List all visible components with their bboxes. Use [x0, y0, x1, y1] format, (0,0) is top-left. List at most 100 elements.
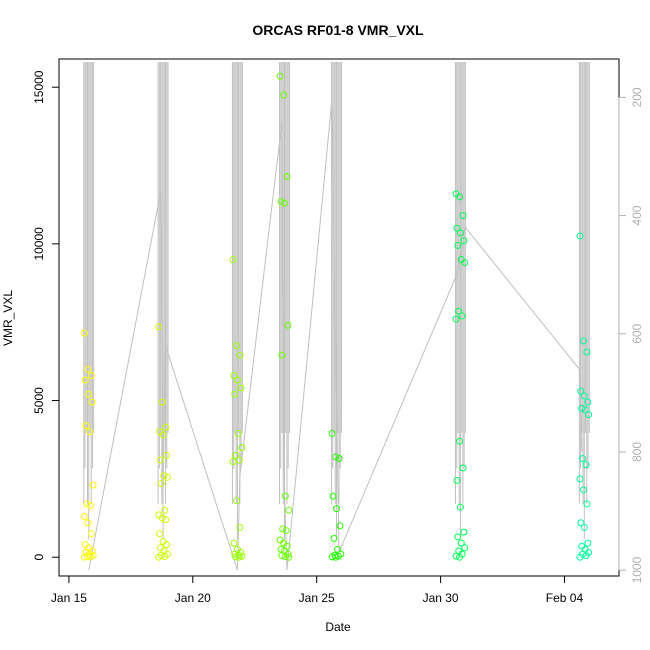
data-point	[583, 500, 591, 508]
data-point	[157, 480, 165, 488]
data-point	[155, 323, 163, 331]
right-tick-label: 400	[630, 205, 644, 225]
data-point	[280, 199, 288, 207]
data-point	[458, 312, 466, 320]
data-point	[230, 539, 238, 547]
data-point	[284, 321, 292, 329]
x-tick-label: Jan 20	[175, 591, 211, 605]
data-point	[456, 229, 464, 237]
data-point	[85, 390, 93, 398]
y-tick-label: 0	[32, 554, 46, 561]
pressure-profile-rf01	[83, 61, 95, 540]
data-point	[457, 539, 465, 547]
data-point	[460, 237, 468, 245]
data-point	[278, 351, 286, 359]
data-point	[580, 392, 588, 400]
data-point	[335, 455, 343, 462]
x-tick-label: Jan 30	[423, 591, 459, 605]
data-point	[80, 329, 88, 337]
data-point	[283, 173, 291, 180]
data-point	[88, 398, 96, 406]
data-point	[86, 428, 94, 436]
right-tick-label: 200	[630, 87, 644, 107]
data-point	[160, 472, 168, 480]
data-point	[452, 552, 460, 560]
data-point	[234, 429, 242, 437]
data-point	[461, 544, 469, 552]
data-point	[238, 444, 246, 452]
data-point	[276, 72, 284, 80]
data-point	[579, 486, 587, 494]
data-point	[584, 398, 592, 406]
data-point	[579, 455, 587, 462]
data-point	[229, 458, 237, 466]
data-point	[280, 91, 288, 99]
data-point	[328, 429, 336, 437]
data-point	[162, 423, 170, 431]
data-point	[233, 376, 241, 384]
data-point	[232, 553, 240, 561]
data-point	[452, 315, 460, 323]
data-point	[459, 464, 467, 472]
data-point	[163, 451, 171, 459]
x-tick-label: Jan 15	[51, 591, 87, 605]
data-point	[156, 530, 164, 538]
data-point	[328, 553, 336, 561]
data-point	[86, 502, 94, 509]
data-point	[578, 404, 586, 412]
data-point	[333, 545, 341, 553]
data-points-layer	[80, 72, 593, 561]
y-axis: 0 5000 10000 15000	[32, 70, 60, 561]
data-point	[336, 522, 344, 530]
data-point	[332, 453, 340, 461]
data-point	[83, 500, 91, 508]
data-point	[282, 527, 290, 535]
chart-title: ORCAS RF01-8 VMR_VXL	[252, 22, 424, 38]
x-tick-label: Feb 04	[546, 591, 584, 605]
pressure-profile-rf03	[231, 61, 243, 540]
data-point	[453, 476, 461, 484]
data-point	[236, 523, 244, 531]
data-point	[233, 497, 241, 505]
data-point	[158, 398, 166, 406]
data-point	[159, 431, 167, 439]
data-point	[585, 411, 593, 419]
data-point	[281, 492, 289, 500]
data-point	[577, 519, 585, 527]
x-axis-label: Date	[325, 620, 351, 634]
data-point	[87, 530, 95, 538]
data-point	[584, 539, 592, 547]
data-point	[285, 506, 293, 514]
data-point	[156, 456, 164, 464]
data-point	[87, 371, 95, 379]
data-point	[84, 365, 92, 373]
data-point	[459, 212, 467, 220]
data-point	[277, 545, 285, 553]
data-point	[236, 351, 244, 359]
data-point	[285, 553, 293, 561]
data-point	[233, 342, 241, 350]
x-tick-label: Jan 25	[299, 591, 335, 605]
data-point	[330, 534, 338, 542]
data-point	[158, 514, 166, 522]
data-point	[577, 387, 585, 395]
data-point	[279, 525, 287, 533]
data-point	[82, 549, 90, 556]
data-point	[582, 461, 590, 469]
data-point	[576, 232, 584, 240]
data-point	[155, 553, 163, 561]
pressure-trace-layer	[83, 61, 590, 571]
data-point	[235, 553, 243, 561]
data-point	[163, 541, 171, 549]
data-point	[456, 503, 464, 511]
data-point	[162, 516, 170, 524]
pressure-profile-rf05	[331, 61, 342, 540]
data-point	[454, 533, 462, 541]
y-tick-label: 5000	[32, 387, 46, 414]
data-point	[332, 553, 340, 561]
data-point	[80, 512, 88, 520]
data-point	[89, 481, 97, 489]
y-tick-label: 10000	[32, 227, 46, 261]
data-point	[232, 451, 240, 459]
data-point	[281, 553, 289, 561]
